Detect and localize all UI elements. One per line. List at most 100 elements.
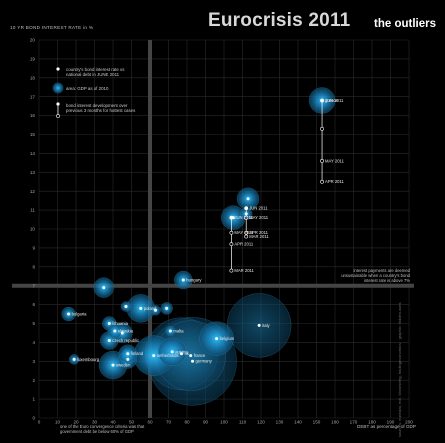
y-tick-label: 10 (30, 227, 36, 232)
data-point (168, 329, 172, 333)
x-tick-label: 10 (55, 420, 61, 425)
trail-point (320, 126, 324, 131)
y-tick-label: 2 (32, 378, 35, 383)
trail-label: MAY 2011 (325, 158, 345, 163)
trail-label: APR 2011 (249, 230, 268, 235)
trail-point (320, 159, 324, 163)
point-label: poland (144, 306, 157, 311)
y-tick-label: 6 (32, 302, 35, 307)
y-tick-label: 15 (30, 132, 36, 137)
data-point (139, 306, 143, 310)
y-tick-label: 16 (30, 113, 36, 118)
data-point (113, 329, 117, 333)
trail-point (244, 230, 249, 235)
trail-label: MAY 2011 (249, 215, 269, 220)
y-tick-label: 11 (30, 208, 35, 213)
chart-subtitle: the outliers (374, 18, 436, 30)
y-tick-label: 19 (30, 57, 36, 62)
x-tick-label: 90 (203, 420, 209, 425)
data-point (126, 352, 130, 356)
y-tick-label: 14 (30, 151, 36, 156)
x-tick-label: 60 (147, 420, 153, 425)
y-tick-label: 18 (30, 75, 36, 80)
point-label: austria (175, 349, 188, 354)
x-axis-label: DEBT as percentage of GDP (357, 424, 416, 429)
x-tick-label: 50 (129, 420, 135, 425)
data-point (257, 323, 261, 327)
y-tick-label: 5 (32, 321, 35, 326)
x-tick-label: 100 (220, 420, 228, 425)
point-label: france (194, 353, 206, 358)
x-tick-label: 30 (92, 420, 98, 425)
trail-label: APR 2011 (234, 242, 253, 247)
trail-point (229, 268, 234, 273)
y-tick-label: 1 (32, 397, 35, 402)
source-note: sources: eurostat, ecb, bloomberg, tradi… (397, 302, 402, 437)
y-tick-label: 7 (32, 283, 35, 288)
point-label: lithuania (112, 321, 128, 326)
point-label: luxembourg (77, 357, 100, 362)
x-tick-label: 200 (405, 420, 413, 425)
legend-line-bottom (56, 114, 60, 118)
x-tick-label: 150 (313, 420, 321, 425)
data-point (215, 337, 219, 341)
x-tick-label: 80 (184, 420, 190, 425)
legend-dot-label: country's bond interest rate vs national… (66, 67, 125, 78)
trail-point (244, 234, 249, 239)
legend-area-label: area: GDP as of 2010 (66, 86, 109, 91)
x-tick-label: 140 (294, 420, 302, 425)
y-tick-label: 8 (32, 264, 35, 269)
data-point (191, 359, 195, 363)
x-tick-label: 170 (350, 420, 358, 425)
legend-area-mark (52, 82, 64, 94)
point-label: slovakia (118, 328, 134, 333)
data-point (67, 312, 71, 316)
data-point (124, 304, 128, 308)
point-label: czech republic (112, 338, 139, 343)
y-axis-label: 10 YR BOND INTEREST RATE in % (10, 25, 94, 30)
point-label: italy (262, 323, 270, 328)
y-tick-label: 4 (32, 340, 35, 345)
trail-point (244, 206, 249, 211)
point-label: bulgaria (72, 311, 88, 316)
legend-line-label: bond interest development over previous … (66, 103, 136, 114)
x-tick-label: 120 (257, 420, 265, 425)
data-point (111, 363, 115, 367)
x-tick-label: 0 (38, 420, 41, 425)
data-point (102, 286, 106, 290)
point-label: uk (184, 351, 189, 356)
trail-label: MAY 2011 (234, 230, 254, 235)
trail-label: JUN 2011 (325, 98, 344, 103)
chart-title: Eurocrisis 2011 (208, 10, 351, 31)
legend-line-top (56, 102, 60, 106)
data-point (107, 322, 111, 325)
trail-point (244, 215, 249, 220)
point-label: sweden (116, 362, 131, 367)
trail-point (229, 242, 234, 247)
y-tick-label: 13 (30, 170, 36, 175)
point-label: greece (325, 98, 338, 103)
data-point (181, 278, 185, 282)
y-tick-label: 12 (30, 189, 36, 194)
bubbles: greece hungary bulgaria lithuania slovakia po… (61, 87, 339, 406)
y-tick-label: 0 (32, 416, 35, 421)
data-point (152, 354, 156, 358)
data-point (170, 350, 174, 354)
gdp-criterion-note: one of the Euro convergence criteria was… (60, 424, 145, 434)
point-label: germany (196, 359, 213, 364)
point-label: finland (131, 351, 144, 356)
x-tick-label: 180 (368, 420, 376, 425)
point-label: netherlands (157, 353, 179, 358)
trail-label: MAR 2011 (234, 268, 254, 273)
x-tick-label: 160 (331, 420, 339, 425)
trail-label: JUN 2011 (249, 206, 268, 211)
data-point (126, 357, 130, 361)
point-label: malta (173, 328, 184, 333)
trail-label: APR 2011 (325, 179, 344, 184)
data-point (246, 197, 250, 201)
trail-label: MAR 2011 (249, 234, 269, 239)
data-point (72, 357, 76, 361)
